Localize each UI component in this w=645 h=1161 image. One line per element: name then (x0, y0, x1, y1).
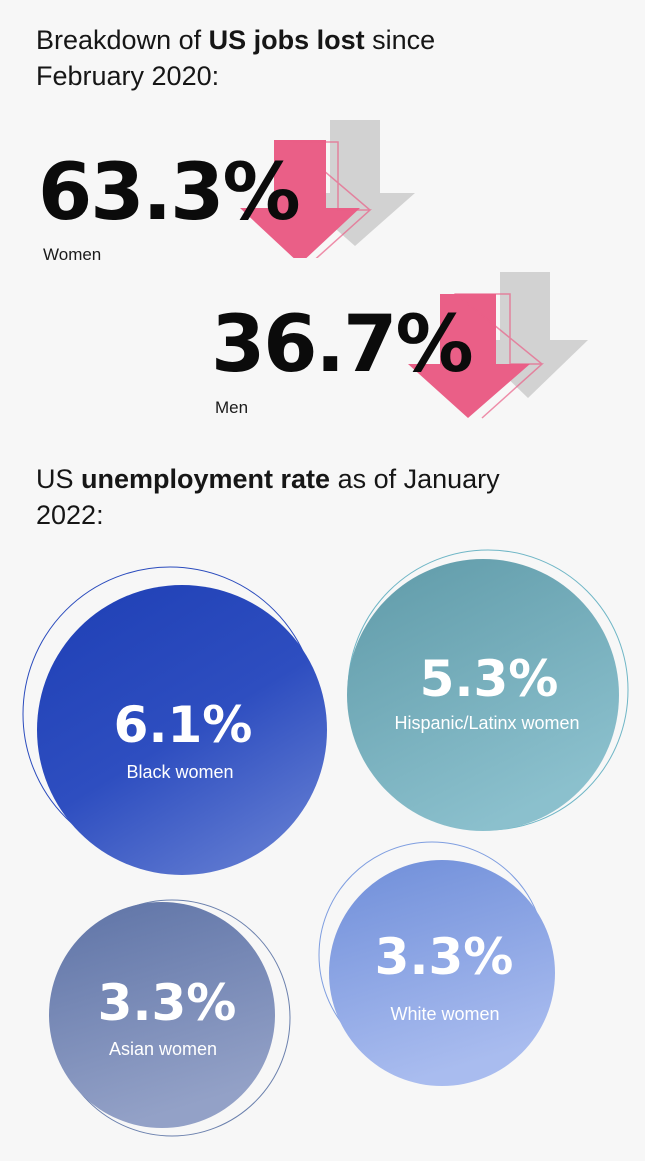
arrow-down-icon-men (408, 272, 588, 419)
black-women-value: 6.1% (114, 696, 253, 754)
black-women-bubble (37, 585, 327, 875)
hispanic-women-label: Hispanic/Latinx women (394, 713, 579, 733)
asian-women-bubble (49, 902, 275, 1128)
arrow-down-icon-women (240, 120, 415, 258)
women-label: Women (43, 245, 102, 264)
unemployment-bubble-chart: 6.1% Black women 5.3% Hispanic/Latinx wo… (22, 549, 629, 1137)
white-women-label: White women (390, 1004, 499, 1024)
white-women-bubble (329, 860, 555, 1086)
men-jobs-lost-value: 36.7% (211, 300, 474, 390)
white-women-value: 3.3% (375, 928, 514, 986)
asian-women-label: Asian women (109, 1039, 217, 1059)
unemployment-heading: US unemployment rate as of January 2022: (36, 464, 500, 530)
women-jobs-lost-value: 63.3% (38, 148, 301, 238)
asian-women-value: 3.3% (98, 974, 237, 1032)
hispanic-women-bubble (347, 559, 619, 831)
men-label: Men (215, 398, 249, 417)
hispanic-women-value: 5.3% (420, 650, 559, 708)
black-women-label: Black women (126, 762, 233, 782)
jobs-lost-heading: Breakdown of US jobs lost since February… (36, 25, 436, 91)
